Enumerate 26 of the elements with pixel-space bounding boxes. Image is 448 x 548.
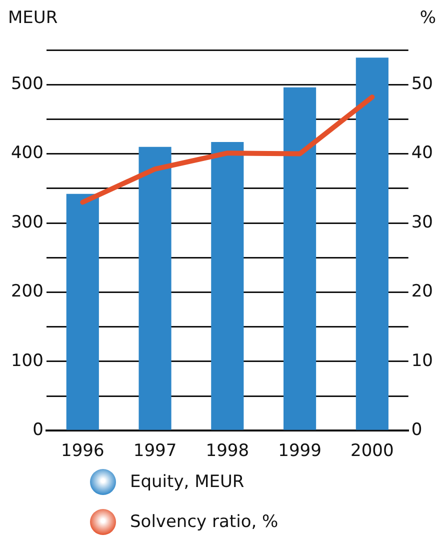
bar [66,194,99,430]
y-tick-label: 500 [10,74,44,94]
y2-tick-label: 30 [411,212,434,232]
y2-tick-label: 50 [411,74,434,94]
x-tick-label: 1996 [61,441,104,462]
bar [138,146,172,430]
x-tick-label: 2000 [350,441,394,462]
y-tick-label: 300 [10,212,44,232]
y2-tick-label: 10 [411,350,434,371]
x-tick-label: 1998 [206,441,250,462]
x-tick-label: 1997 [133,441,177,462]
y-tick-label: 0 [32,420,44,440]
y-tick-label: 200 [10,282,44,302]
y-tick-label: 100 [10,350,44,371]
bar [356,58,388,430]
y2-tick-label: 0 [411,420,422,440]
legend-label: Equity, MEUR [130,472,244,492]
y-axis-title: MEUR [8,8,58,28]
x-tick-label: 1999 [278,441,322,462]
legend-label: Solvency ratio, % [130,512,278,532]
bar [284,87,316,430]
y2-axis-title: % [420,8,436,28]
y2-tick-label: 40 [411,143,434,164]
bar [211,142,244,430]
y-tick-label: 400 [10,143,44,164]
y2-tick-label: 20 [411,282,434,302]
